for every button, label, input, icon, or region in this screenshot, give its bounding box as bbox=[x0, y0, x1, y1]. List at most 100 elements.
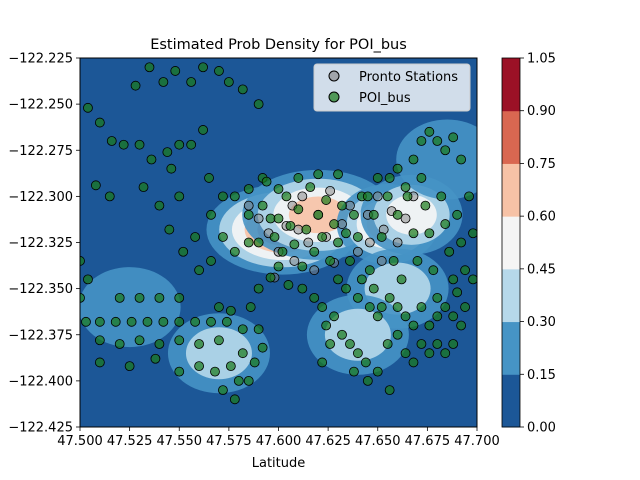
poi-bus-point bbox=[452, 287, 463, 298]
colorbar-segment bbox=[502, 374, 520, 428]
poi-bus-point bbox=[114, 339, 125, 349]
poi-bus-point bbox=[333, 274, 343, 285]
poi-bus-point bbox=[225, 361, 236, 372]
poi-bus-point bbox=[313, 169, 324, 180]
pronto-station-point bbox=[376, 256, 387, 266]
poi-bus-point bbox=[269, 232, 280, 242]
poi-bus-point bbox=[440, 302, 451, 312]
poi-bus-point bbox=[408, 228, 419, 239]
x-tick-label: 47.525 bbox=[107, 434, 153, 449]
pronto-station-point bbox=[392, 237, 403, 248]
poi-bus-point bbox=[396, 274, 407, 285]
poi-bus-point bbox=[456, 154, 467, 165]
pronto-station-point bbox=[309, 265, 320, 276]
poi-bus-point bbox=[420, 200, 431, 211]
poi-bus-point bbox=[265, 272, 276, 283]
poi-bus-point bbox=[400, 348, 411, 359]
y-tick-label: −122.350 bbox=[8, 282, 73, 297]
poi-bus-point bbox=[352, 348, 363, 359]
poi-bus-point bbox=[214, 335, 224, 346]
poi-bus-point bbox=[368, 283, 379, 294]
legend-label-pronto-stations: Pronto Stations bbox=[359, 70, 458, 85]
poi-bus-point bbox=[218, 232, 228, 242]
x-tick-label: 47.625 bbox=[305, 434, 351, 449]
poi-bus-point bbox=[341, 283, 351, 294]
poi-bus-point bbox=[83, 274, 93, 285]
poi-bus-point bbox=[118, 139, 129, 150]
poi-bus-point bbox=[416, 136, 427, 146]
poi-bus-point bbox=[452, 209, 463, 220]
poi-bus-point bbox=[301, 224, 312, 235]
y-axis: −122.225 −122.250 −122.275 −122.300 −122.325… bbox=[8, 52, 80, 436]
poi-bus-point bbox=[321, 195, 332, 205]
poi-bus-point bbox=[134, 335, 145, 346]
poi-bus-point bbox=[392, 209, 403, 220]
y-tick-label: −122.325 bbox=[8, 236, 73, 251]
poi-bus-point bbox=[194, 265, 205, 276]
poi-bus-point bbox=[158, 316, 169, 327]
poi-bus-point bbox=[142, 316, 153, 327]
x-tick-label: 47.650 bbox=[355, 434, 401, 449]
poi-bus-point bbox=[80, 292, 85, 303]
poi-bus-point bbox=[257, 200, 268, 211]
y-tick-label: −122.400 bbox=[8, 374, 73, 389]
colorbar-tick-label: 0.15 bbox=[527, 368, 556, 383]
poi-bus-point bbox=[253, 324, 264, 335]
poi-bus-point bbox=[388, 256, 399, 266]
poi-bus-point bbox=[174, 316, 185, 327]
poi-bus-point bbox=[349, 366, 359, 377]
poi-bus-point bbox=[214, 66, 224, 76]
y-tick-label: −122.250 bbox=[8, 98, 73, 113]
x-tick-label: 47.550 bbox=[157, 434, 203, 449]
poi-bus-point bbox=[223, 77, 234, 87]
poi-bus-point bbox=[345, 256, 355, 266]
poi-bus-point bbox=[317, 302, 328, 312]
poi-bus-point bbox=[376, 302, 387, 312]
poi-bus-point bbox=[237, 84, 248, 95]
poi-bus-point bbox=[432, 339, 443, 349]
poi-bus-point bbox=[325, 256, 336, 266]
colorbar-tick-label: 0.45 bbox=[527, 262, 556, 277]
poi-bus-point bbox=[186, 139, 197, 150]
poi-bus-point bbox=[392, 302, 403, 312]
poi-bus-point bbox=[104, 191, 115, 202]
poi-bus-point bbox=[94, 316, 105, 327]
poi-bus-point bbox=[408, 357, 419, 368]
poi-bus-point bbox=[243, 375, 254, 386]
poi-bus-point bbox=[440, 348, 451, 359]
poi-bus-point bbox=[243, 237, 254, 248]
poi-bus-point bbox=[154, 292, 165, 303]
y-tick-label: −122.275 bbox=[8, 144, 73, 159]
colorbar-tick-label: 0.75 bbox=[527, 157, 556, 172]
poi-bus-point bbox=[253, 237, 264, 248]
poi-bus-point bbox=[382, 191, 393, 202]
poi-bus-point bbox=[444, 246, 455, 257]
y-tick-label: −122.375 bbox=[8, 328, 73, 343]
poi-bus-point bbox=[321, 320, 332, 331]
poi-bus-point bbox=[204, 173, 214, 183]
poi-bus-point bbox=[194, 361, 205, 372]
poi-bus-point bbox=[144, 62, 155, 73]
poi-bus-point bbox=[456, 320, 467, 331]
poi-bus-point bbox=[416, 302, 427, 312]
poi-bus-point bbox=[309, 246, 320, 257]
legend-marker-pronto-stations bbox=[328, 70, 340, 82]
poi-bus-point bbox=[376, 232, 387, 242]
poi-bus-point bbox=[114, 292, 125, 303]
poi-bus-point bbox=[352, 292, 363, 303]
poi-bus-point bbox=[134, 139, 145, 150]
poi-bus-point bbox=[134, 292, 145, 303]
poi-bus-point bbox=[424, 348, 435, 359]
poi-bus-point bbox=[352, 232, 363, 242]
poi-bus-point bbox=[468, 228, 477, 239]
colorbar-frame bbox=[501, 57, 521, 428]
pronto-station-point bbox=[303, 237, 314, 248]
poi-bus-point bbox=[428, 265, 439, 276]
poi-bus-point bbox=[368, 209, 379, 220]
poi-bus-point bbox=[464, 191, 474, 202]
poi-bus-point bbox=[273, 261, 284, 272]
pronto-station-point bbox=[364, 237, 375, 248]
poi-bus-point bbox=[460, 302, 470, 312]
